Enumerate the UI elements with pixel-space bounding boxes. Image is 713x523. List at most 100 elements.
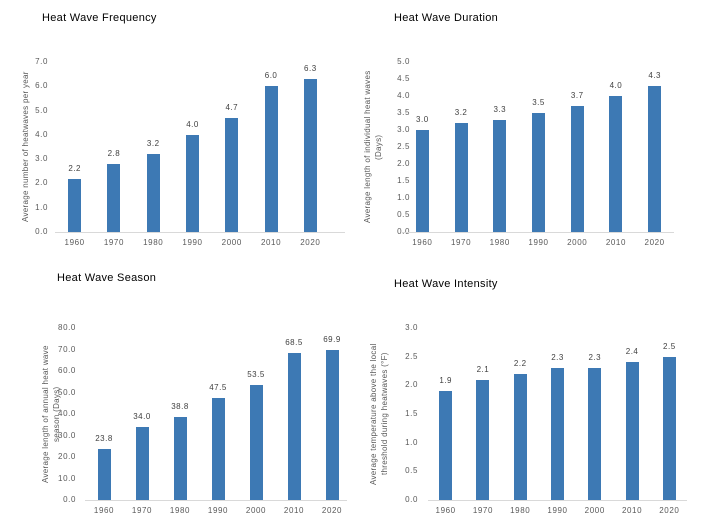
bar [662,356,676,500]
bar [648,85,662,232]
y-axis-tick-label: 30.0 [58,430,76,440]
y-axis-tick-label: 3.5 [397,108,410,117]
y-axis-tick-label: 1.0 [397,193,410,202]
y-axis-tick-label: 0.5 [405,466,418,476]
bar [225,117,239,232]
y-axis-tick-label: 3.0 [35,154,48,164]
y-axis-tick-label: 40.0 [58,409,76,418]
y-axis-tick-label: 2.0 [35,178,48,188]
bar-value-label: 3.2 [146,139,160,149]
x-axis-tick-label: 1980 [169,506,191,515]
bar [415,130,429,232]
bar [493,119,507,232]
bar [68,178,82,232]
y-axis-tick-label: 20.0 [58,452,76,461]
bar-value-label: 6.0 [264,71,278,81]
y-axis-tick-label: 0.0 [35,227,48,236]
bar [249,384,263,500]
y-axis-tick-label: 1.0 [405,437,418,447]
bar-value-label: 69.9 [323,334,341,344]
bar-value-label: 2.2 [68,163,81,173]
y-axis-tick-label: 2.0 [405,380,418,390]
bar [476,379,490,500]
y-axis-tick-label: 3.0 [405,323,418,332]
y-axis-tick-label: 5.0 [397,57,410,66]
bar [551,368,564,500]
bar-value-label: 53.5 [247,369,265,379]
x-axis-tick-label: 1990 [182,238,203,247]
x-axis-tick-label: 2000 [245,506,267,515]
x-axis-tick-label: 1970 [472,506,494,515]
bar-value-label: 4.0 [609,81,623,90]
y-axis-tick-label: 60.0 [58,366,76,375]
y-axis-tick-label: 7.0 [35,57,48,66]
x-axis-tick-label: 1960 [435,506,456,515]
bar [609,96,623,232]
chart-title: Heat Wave Duration [394,12,499,24]
bar [173,416,187,500]
bar-value-label: 3.0 [416,115,429,124]
bar-value-label: 4.3 [648,70,661,80]
chart-title: Heat Wave Frequency [42,12,157,24]
y-axis-tick-label: 50.0 [58,387,76,397]
bar [454,123,468,232]
bar [532,113,545,232]
y-axis-tick-label: 6.0 [35,81,48,91]
y-axis-tick-label: 1.0 [35,202,48,212]
bar-value-label: 38.8 [171,401,189,411]
bar-value-label: 2.3 [551,353,564,363]
x-axis-tick-label: 2000 [567,238,588,247]
bar-value-label: 4.7 [225,102,239,112]
bar-value-label: 2.8 [107,149,121,158]
y-axis-tick-label: 0.0 [376,227,410,237]
x-axis-tick-label: 2000 [221,238,242,247]
bar-value-label: 3.3 [493,104,507,114]
bar-value-label: 6.3 [304,64,317,73]
bar [325,349,339,500]
bar [211,397,225,500]
x-axis-tick-label: 2020 [659,506,680,515]
bar-value-label: 2.3 [588,353,602,363]
chart-panel-heat-wave-season: Heat Wave Season Average length of annua… [0,261,356,522]
bar-value-label: 47.5 [209,382,227,392]
bar-value-label: 23.8 [95,433,113,443]
bar-value-label: 3.2 [454,108,468,118]
bar [303,79,317,232]
x-axis-tick-label: 1980 [143,238,164,247]
y-axis-tick-label: 4.5 [397,74,410,83]
bar-value-label: 2.4 [625,347,639,357]
bar-value-label: 34.0 [133,411,151,421]
y-axis-tick-label: 0.0 [63,495,76,504]
x-axis-tick-label: 1990 [547,506,568,515]
bar [570,106,584,232]
y-axis-tick-label: 80.0 [58,323,76,332]
bar-value-label: 3.7 [570,91,584,101]
x-axis-tick-label: 1980 [489,238,510,247]
x-axis-tick-label: 1960 [64,238,85,247]
bar [439,391,453,500]
x-axis-line [428,500,687,501]
x-axis-tick-label: 1960 [412,238,433,247]
chart-title: Heat Wave Season [57,272,157,284]
bar [625,362,639,500]
y-axis-tick-label: 2.5 [405,351,418,361]
y-axis-tick-label: 4.0 [397,91,410,100]
bar-value-label: 68.5 [285,337,303,347]
bar [146,154,160,232]
x-axis-tick-label: 1980 [510,506,531,515]
x-axis-line [85,500,347,501]
bar [107,164,121,232]
x-axis-tick-label: 1970 [131,506,153,515]
bar-value-label: 2.2 [513,358,527,368]
bar-value-label: 2.1 [476,364,490,374]
chart-panel-heat-wave-intensity: Heat Wave Intensity Average temperature … [356,261,712,522]
x-axis-tick-label: 2020 [300,238,321,247]
chart-title: Heat Wave Intensity [394,278,498,290]
bar-value-label: 2.5 [663,341,676,351]
bar [135,426,149,500]
y-axis-tick-label: 4.0 [35,129,48,139]
y-axis-tick-label: 1.5 [405,409,418,418]
x-axis-line [55,232,345,233]
y-axis-tick-label: 0.0 [405,495,418,504]
